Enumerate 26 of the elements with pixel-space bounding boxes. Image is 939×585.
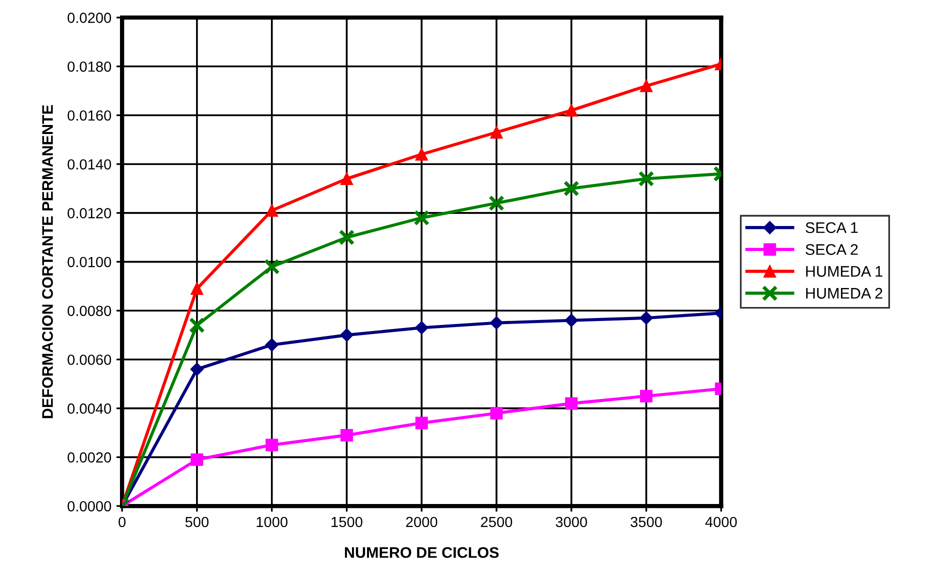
x-tick-label: 3500 xyxy=(630,516,662,528)
x-tick-label: 0 xyxy=(118,516,126,528)
y-tick-label: 0.0140 xyxy=(68,159,112,170)
x-tick-label: 1500 xyxy=(332,516,362,528)
legend-label: HUMEDA 2 xyxy=(806,288,882,299)
x-tick-label: 2000 xyxy=(406,516,438,528)
y-tick-label: 0.0020 xyxy=(68,452,112,463)
y-tick-label: 0.0120 xyxy=(68,208,112,218)
y-tick-label: 0.0180 xyxy=(68,62,112,72)
y-tick-label: 0.0100 xyxy=(68,256,112,268)
legend-label: SECA 1 xyxy=(806,222,858,234)
y-tick-label: 0.0080 xyxy=(68,306,112,316)
x-tick-label: 1000 xyxy=(256,516,288,528)
x-tick-label: 500 xyxy=(185,516,209,528)
x-axis-title: NUMERO DE CICLOS xyxy=(344,547,499,558)
y-tick-label: 0.0160 xyxy=(68,110,112,121)
y-tick-label: 0.0040 xyxy=(68,403,112,414)
y-axis-title: DEFORMACION CORTANTE PERMANENTE xyxy=(42,105,53,418)
x-tick-label: 4000 xyxy=(705,516,737,528)
y-tick-label: 0.0200 xyxy=(68,12,112,23)
legend-label: SECA 2 xyxy=(806,244,858,255)
legend-label: HUMEDA 1 xyxy=(806,266,882,277)
y-tick-label: 0.0000 xyxy=(68,501,112,512)
x-tick-label: 3000 xyxy=(556,516,588,528)
y-tick-label: 0.0060 xyxy=(68,354,112,365)
x-tick-label: 2500 xyxy=(481,516,512,528)
